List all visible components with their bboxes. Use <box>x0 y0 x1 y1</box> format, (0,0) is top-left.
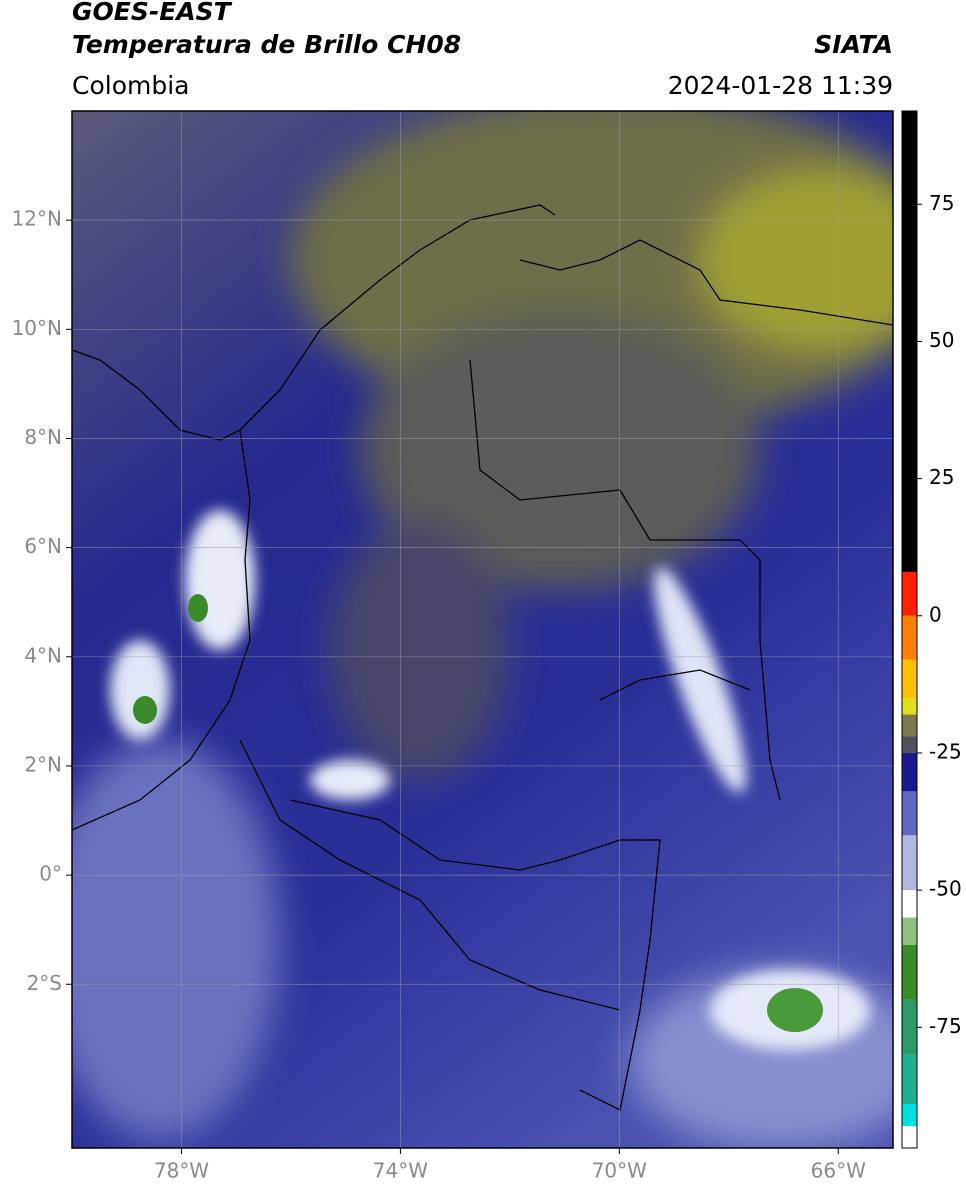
colorbar-segment <box>902 1104 917 1127</box>
y-tick-label: 0° <box>39 862 62 886</box>
colorbar-segment <box>902 615 917 660</box>
borders <box>72 204 893 1111</box>
colorbar-segment <box>902 999 917 1055</box>
colorbar-segment <box>902 698 917 715</box>
colorbar-segment <box>902 111 917 572</box>
x-tick-label: 70°W <box>592 1159 647 1183</box>
colorbar-frame <box>901 110 918 1149</box>
region: Colombia <box>72 71 189 100</box>
colorbar-tick-label: 0 <box>929 602 942 626</box>
y-tick-label: 2°S <box>27 971 62 995</box>
cloud-core <box>767 988 823 1032</box>
colorbar-segment <box>902 890 917 918</box>
colorbar-segment <box>902 752 917 792</box>
colorbar-segment <box>902 736 917 753</box>
colorbar-tick-label: -75 <box>929 1014 962 1038</box>
colorbar-segment <box>902 714 917 737</box>
colorbar-segment <box>902 835 917 891</box>
y-tick-label: 4°N <box>24 643 62 667</box>
datetime: 2024-01-28 11:39 <box>668 71 893 100</box>
x-tick-label: 66°W <box>811 1159 866 1183</box>
x-tick-label: 74°W <box>373 1159 428 1183</box>
y-tick-label: 10°N <box>12 316 62 340</box>
cloud-core <box>188 594 208 622</box>
cloud-core <box>133 696 157 724</box>
product-title: Temperatura de Brillo CH08 <box>72 30 461 59</box>
colorbar-segment <box>902 659 917 699</box>
y-tick-label: 8°N <box>24 425 62 449</box>
colorbar-segment <box>902 944 917 1000</box>
y-tick-label: 2°N <box>24 752 62 776</box>
agency: SIATA <box>814 30 893 59</box>
imagery <box>72 111 893 1148</box>
satellite-title: GOES-EAST <box>72 0 233 26</box>
colorbar-tick-label: 75 <box>929 191 954 215</box>
colorbar-segment <box>902 571 917 616</box>
y-tick-label: 6°N <box>24 534 62 558</box>
colorbar-segment <box>902 1054 917 1105</box>
colorbar-tick-label: 25 <box>929 465 954 489</box>
colorbar-tick-label: -50 <box>929 877 962 901</box>
x-tick-label: 78°W <box>154 1159 209 1183</box>
colorbar-segment <box>902 791 917 836</box>
colorbar-segment <box>902 1126 917 1148</box>
colorbar-tick-label: 50 <box>929 328 954 352</box>
map-frame <box>71 110 894 1149</box>
colorbar-segment <box>902 917 917 945</box>
y-tick-label: 12°N <box>12 207 62 231</box>
colorbar-tick-label: -25 <box>929 739 962 763</box>
